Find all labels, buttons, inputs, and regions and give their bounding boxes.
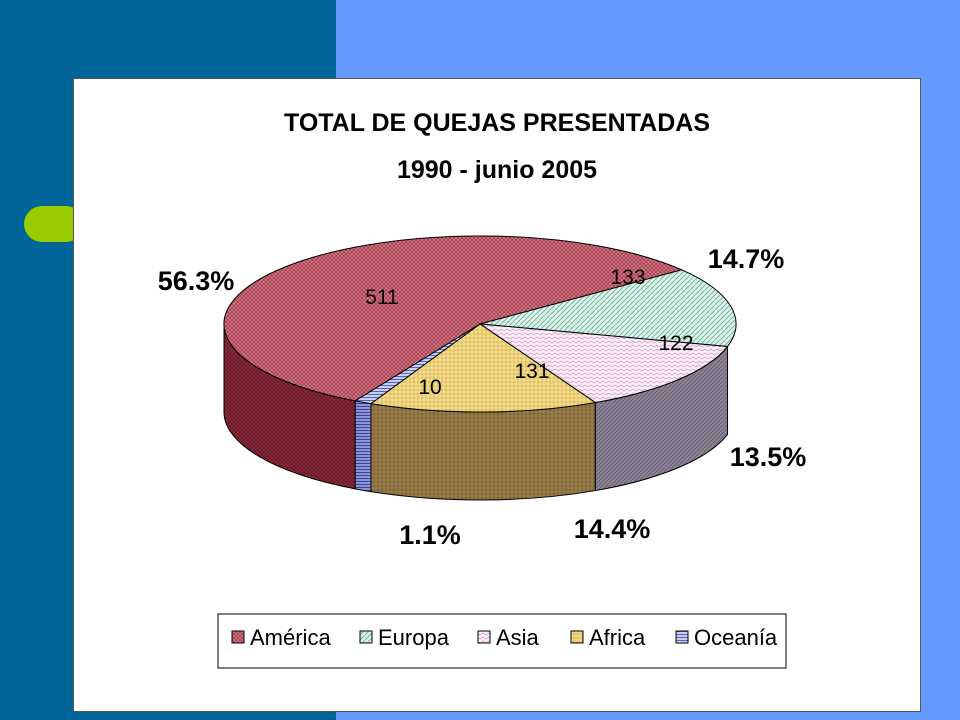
pie-body <box>223 235 737 501</box>
legend-swatch-oceanía <box>675 630 689 644</box>
pie-slice-europa <box>479 269 737 347</box>
legend-label-asia: Asia <box>496 625 540 650</box>
value-label-africa: 131 <box>514 360 549 383</box>
percent-label-américa: 56.3% <box>158 266 235 296</box>
legend-label-oceanía: Oceanía <box>694 625 778 650</box>
pie-side-africa <box>370 401 596 501</box>
value-label-oceanía: 10 <box>418 376 441 399</box>
percent-label-oceanía: 1.1% <box>399 520 461 550</box>
pie-side-oceanía <box>354 400 372 493</box>
value-label-asia: 122 <box>658 332 693 355</box>
legend: América Europa Asia Africa Oceanía <box>217 613 787 669</box>
chart-title: TOTAL DE QUEJAS PRESENTADAS <box>284 109 710 137</box>
legend-swatch-africa <box>570 630 584 644</box>
value-label-américa: 511 <box>365 286 398 309</box>
percent-label-europa: 14.7% <box>708 244 785 274</box>
chart-subtitle: 1990 - junio 2005 <box>397 156 597 184</box>
legend-box <box>217 613 787 669</box>
legend-label-europa: Europa <box>378 625 450 650</box>
legend-swatch-américa <box>231 630 245 644</box>
value-label-europa: 133 <box>610 266 645 289</box>
legend-label-africa: Africa <box>589 625 646 650</box>
pie-slice-américa <box>223 235 684 402</box>
legend-swatch-asia <box>477 630 491 644</box>
legend-label-américa: América <box>250 625 331 650</box>
legend-swatch-europa <box>359 630 373 644</box>
percent-label-africa: 14.4% <box>574 514 651 544</box>
pie-slice-africa <box>369 323 597 413</box>
pie-slice-asia <box>478 323 729 404</box>
percent-label-asia: 13.5% <box>730 442 807 472</box>
pie-labels: 511 56.3% 133 14.7% 122 13.5% 131 14.4% 10 1.1% <box>158 244 807 550</box>
pie-slice-oceanía <box>353 323 481 405</box>
